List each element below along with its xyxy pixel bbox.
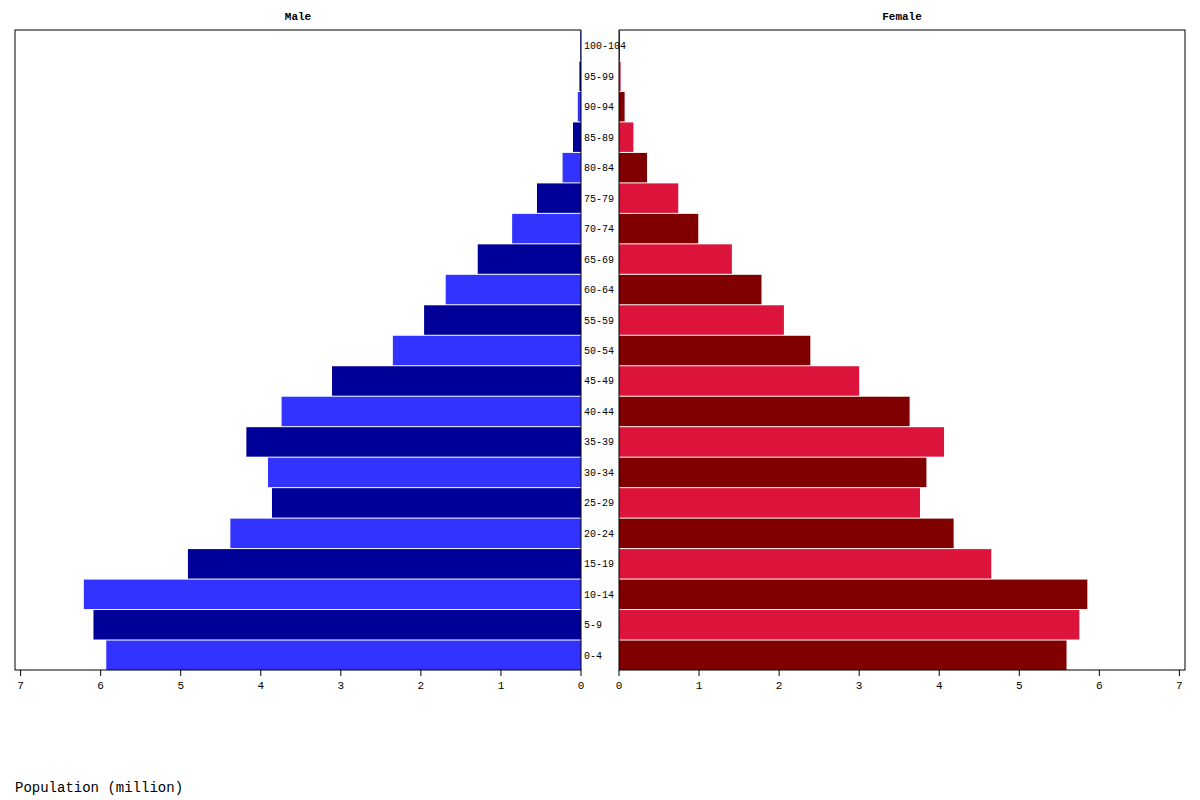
bar: [230, 519, 581, 548]
category-label: 75-79: [584, 194, 614, 205]
tick: [1179, 670, 1180, 676]
bar: [619, 214, 698, 243]
tick: [939, 670, 940, 676]
bar: [619, 458, 926, 487]
category-label: 20-24: [584, 529, 614, 540]
tick: [581, 670, 582, 676]
tick: [859, 670, 860, 676]
tick: [420, 670, 421, 676]
tick-label: 6: [97, 680, 104, 692]
tick: [100, 670, 101, 676]
frame: [15, 30, 581, 670]
tick-label: 0: [616, 680, 623, 692]
bar: [272, 488, 581, 517]
tick: [340, 670, 341, 676]
category-label: 70-74: [584, 224, 614, 235]
bar: [619, 336, 810, 365]
bar: [563, 153, 581, 182]
category-label: 100-104: [584, 41, 626, 52]
tick-label: 0: [578, 680, 585, 692]
category-label: 25-29: [584, 498, 614, 509]
bar: [619, 427, 944, 456]
frame: [619, 30, 1185, 670]
bar: [619, 519, 954, 548]
bar: [332, 366, 581, 395]
category-label: 5-9: [584, 620, 602, 631]
tick: [1019, 670, 1020, 676]
bar: [619, 122, 633, 151]
panel-title: Female: [882, 11, 922, 23]
tick-label: 7: [17, 680, 24, 692]
bar: [619, 610, 1079, 639]
bar: [619, 92, 625, 121]
bar: [282, 397, 581, 426]
category-label: 30-34: [584, 468, 614, 479]
category-label: 35-39: [584, 437, 614, 448]
bar: [478, 244, 581, 273]
category-label: 95-99: [584, 72, 614, 83]
bar: [619, 488, 920, 517]
category-label: 45-49: [584, 376, 614, 387]
category-label: 15-19: [584, 559, 614, 570]
bar: [393, 336, 581, 365]
category-label: 0-4: [584, 651, 602, 662]
bar: [93, 610, 581, 639]
bar: [619, 549, 991, 578]
bar: [619, 641, 1067, 670]
tick: [1099, 670, 1100, 676]
bar: [424, 305, 581, 334]
tick: [619, 670, 620, 676]
category-label: 85-89: [584, 133, 614, 144]
tick-label: 2: [776, 680, 783, 692]
bar: [619, 366, 859, 395]
bar: [573, 122, 581, 151]
tick-label: 1: [498, 680, 505, 692]
tick: [500, 670, 501, 676]
tick-label: 1: [696, 680, 703, 692]
tick-label: 6: [1096, 680, 1103, 692]
category-label: 40-44: [584, 407, 614, 418]
bar: [512, 214, 581, 243]
axis-label: Population (million): [15, 780, 183, 796]
category-label: 60-64: [584, 285, 614, 296]
bar: [619, 275, 762, 304]
tick-label: 4: [936, 680, 943, 692]
bars: [84, 31, 581, 670]
tick-label: 5: [1016, 680, 1023, 692]
tick: [180, 670, 181, 676]
tick-label: 7: [1176, 680, 1183, 692]
bars: [619, 31, 1087, 670]
tick-label: 3: [338, 680, 345, 692]
chart: Male 0 1 2 3 4 5 6 7 Female 0 1 2 3 4 5 6 7 0-4 5-9 10-14 15-…: [0, 0, 1200, 800]
bar: [268, 458, 581, 487]
bar: [188, 549, 581, 578]
bar: [446, 275, 581, 304]
category-label: 80-84: [584, 163, 614, 174]
tick-label: 5: [177, 680, 184, 692]
bar: [619, 580, 1087, 609]
tick-label: 4: [257, 680, 264, 692]
bar: [619, 397, 910, 426]
tick: [779, 670, 780, 676]
tick-label: 2: [418, 680, 425, 692]
bar: [619, 153, 647, 182]
bar: [84, 580, 581, 609]
tick: [20, 670, 21, 676]
tick: [699, 670, 700, 676]
category-label: 50-54: [584, 346, 614, 357]
bar: [619, 244, 732, 273]
category-label: 90-94: [584, 102, 614, 113]
category-label: 55-59: [584, 316, 614, 327]
category-label: 10-14: [584, 590, 614, 601]
panel-title: Male: [285, 11, 312, 23]
bar: [246, 427, 581, 456]
category-label: 65-69: [584, 255, 614, 266]
bar: [106, 641, 581, 670]
bar: [537, 183, 581, 212]
tick: [260, 670, 261, 676]
bar: [619, 183, 678, 212]
bar: [619, 305, 784, 334]
tick-label: 3: [856, 680, 863, 692]
